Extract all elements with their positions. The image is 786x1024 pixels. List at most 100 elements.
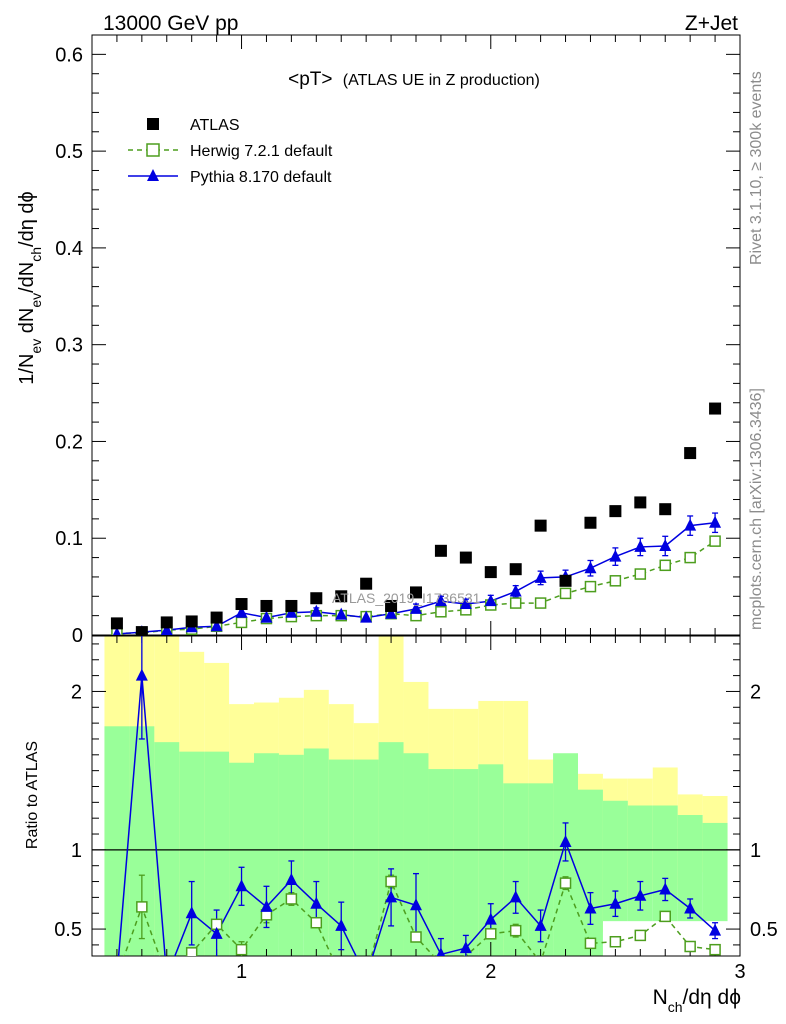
atlas-point	[709, 402, 722, 415]
main-y-tick-label: 0.3	[55, 335, 83, 357]
atlas-point	[484, 566, 497, 579]
ratio-band-inner-bin	[229, 762, 254, 956]
atlas-point	[360, 577, 373, 590]
herwig-point	[235, 616, 248, 629]
pythia-point	[509, 584, 522, 597]
pythia-point	[160, 623, 173, 635]
ratio-y-tick-label-right: 1	[750, 840, 761, 862]
pythia-ratio-point	[509, 890, 522, 903]
pythia-point	[459, 597, 472, 610]
atlas-point	[410, 586, 422, 599]
pythia-point	[385, 606, 398, 619]
mcplots-source-label: mcplots.cern.ch [arXiv:1306.3436]	[748, 388, 765, 630]
pythia-ratio-point	[285, 872, 298, 885]
legend-label: ATLAS	[190, 117, 240, 134]
atlas-point	[534, 519, 547, 532]
atlas-point	[135, 626, 148, 635]
pythia-ratio-point	[436, 947, 446, 956]
atlas-point	[210, 611, 223, 624]
pythia-point	[534, 570, 547, 583]
ratio-y-tick-label-left: 1	[71, 840, 82, 862]
pythia-point	[260, 610, 273, 623]
ratio-band-inner-bin	[278, 754, 304, 956]
atlas-point	[310, 592, 323, 605]
ratio-band-inner-bin	[453, 769, 479, 956]
pythia-ratio-point	[410, 898, 422, 911]
herwig-point	[659, 559, 671, 572]
main-y-tick-label: 0.2	[55, 431, 83, 453]
ratio-panel-background: 1 2 30.5 0.51 12 2	[54, 635, 778, 983]
atlas-point	[684, 447, 697, 460]
herwig-point	[534, 597, 547, 609]
ratio-series-layer	[117, 636, 722, 956]
herwig-ratio-point	[410, 931, 422, 943]
ratio-panel-marks	[117, 636, 722, 956]
herwig-ratio-point	[235, 943, 248, 956]
atlas-point	[659, 503, 672, 516]
atlas-point	[459, 551, 472, 564]
x-tick-label: 2	[485, 961, 496, 983]
main-y-tick-label: 0.5	[55, 141, 83, 163]
main-y-tick-label: 0	[72, 625, 83, 647]
atlas-point	[385, 599, 398, 612]
pythia-point	[434, 594, 447, 607]
chart-title-main: <pT>	[288, 69, 332, 90]
pythia-ratio-point	[135, 668, 148, 681]
herwig-point	[509, 597, 522, 609]
pythia-ratio-point	[235, 879, 248, 892]
ratio-y-axis-title: Ratio to ATLAS	[24, 741, 41, 849]
legend: ATLAS Herwig 7.2.1 default Pythia 8.170 de…	[128, 117, 333, 186]
main-series-layer	[110, 402, 722, 635]
ratio-y-tick-label-left: 2	[71, 681, 82, 703]
ratio-band-inner-bin	[353, 759, 379, 956]
pythia-point	[335, 607, 348, 620]
pythia-ratio-point	[684, 901, 697, 914]
header-energy-label: 13000 GeV pp	[103, 12, 238, 35]
main-panel-marks	[110, 402, 722, 635]
x-tick-label: 1	[236, 961, 247, 983]
pythia-point	[410, 601, 422, 614]
pythia-point	[609, 549, 622, 562]
atlas-point	[609, 505, 622, 518]
legend-marker	[147, 118, 159, 130]
analysis-watermark: ATLAS_2019_I1736531	[332, 590, 481, 606]
chart-title: <pT> (ATLAS UE in Z production)	[288, 69, 540, 90]
pythia-point	[634, 539, 647, 552]
x-axis-title: Nch/dη dϕ	[653, 986, 741, 1015]
herwig-ratio-point	[485, 928, 497, 940]
ratio-band-inner-bin	[428, 769, 454, 956]
pythia-ratio-point	[709, 923, 722, 936]
atlas-point	[235, 598, 248, 611]
herwig-ratio-point	[310, 916, 323, 929]
ratio-y-tick-label-right: 0.5	[750, 919, 778, 941]
main-panel-background: 0 0.1 0.2 0.3 0.4 0.5 0.6	[55, 34, 741, 647]
atlas-point	[559, 574, 572, 587]
ratio-band-inner-bin	[652, 805, 678, 922]
herwig-ratio-point	[609, 935, 622, 948]
main-y-axis-title: 1/Nev dNev/dNch/dη dϕ	[16, 191, 44, 384]
pythia-ratio-point	[559, 834, 572, 847]
ratio-band-inner-bin	[578, 789, 603, 956]
atlas-point	[260, 599, 273, 612]
atlas-point	[434, 544, 447, 557]
herwig-ratio-point	[659, 910, 671, 923]
herwig-ratio-point	[185, 947, 198, 956]
pythia-point	[112, 627, 121, 635]
main-y-tick-label: 0.4	[55, 238, 83, 260]
pythia-point	[235, 605, 248, 618]
pythia-point	[484, 594, 497, 607]
herwig-ratio-point	[559, 877, 572, 889]
main-y-tick-label: 0.1	[55, 528, 83, 550]
pythia-ratio-point	[310, 896, 323, 909]
pythia-ratio-point	[534, 918, 547, 931]
pythia-ratio-point	[484, 912, 497, 925]
pythia-point	[584, 561, 597, 574]
pythia-point	[310, 604, 323, 617]
herwig-ratio-point	[684, 940, 696, 953]
rivet-version-label: Rivet 3.1.10, ≥ 300k events	[748, 71, 765, 265]
herwig-point	[634, 568, 647, 580]
herwig-point	[435, 606, 447, 618]
legend-marker	[146, 143, 160, 157]
atlas-point	[335, 590, 348, 603]
